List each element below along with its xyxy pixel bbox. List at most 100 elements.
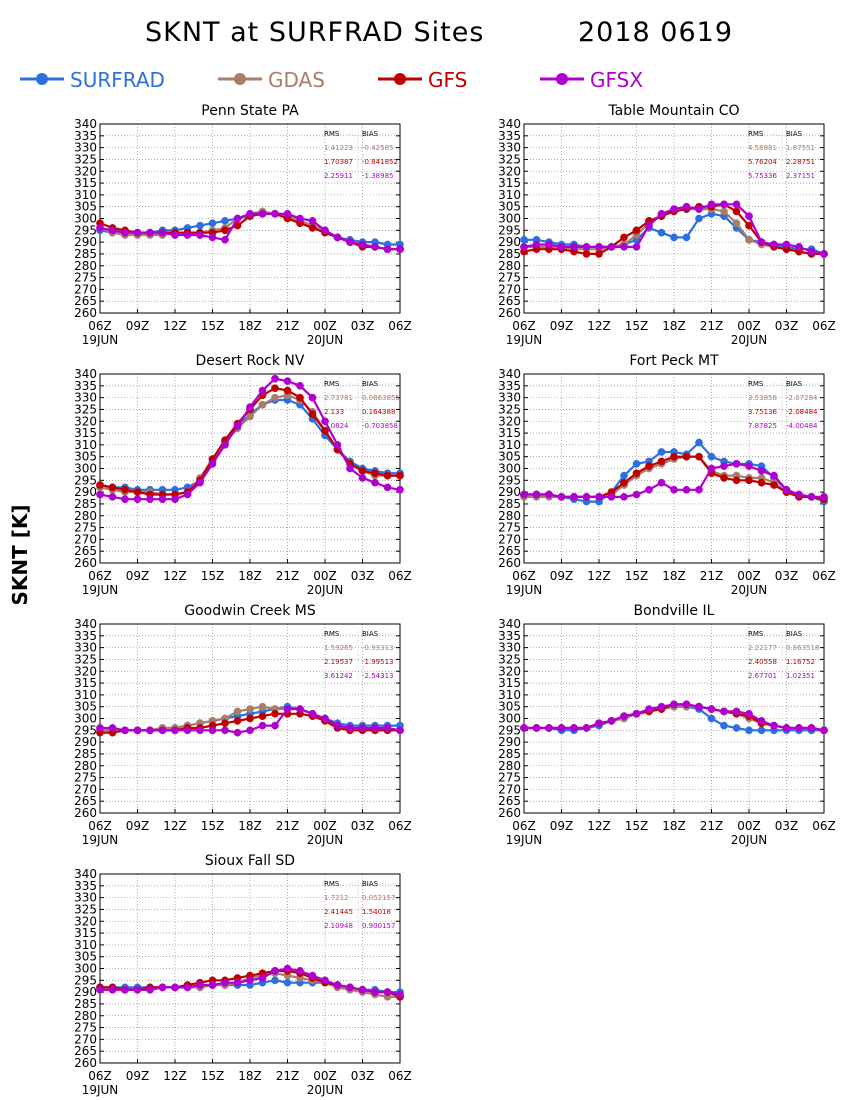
- stats-header-rms: RMS: [324, 380, 340, 388]
- data-point-gfsx: [296, 381, 304, 390]
- stats-bias-gfs: -1.99513: [362, 658, 393, 666]
- stats-bias-gfsx: -4.00484: [786, 422, 818, 430]
- date-label: 20JUN: [731, 833, 768, 847]
- stats-header-rms: RMS: [748, 130, 764, 138]
- x-tick-label: 03Z: [775, 569, 799, 583]
- stats-rms-gfsx: 5.75336: [748, 172, 777, 180]
- data-point-gfsx: [333, 981, 342, 989]
- data-point-gfsx: [171, 726, 179, 735]
- data-point-gfsx: [657, 478, 666, 487]
- y-tick-label: 285: [74, 247, 97, 261]
- y-tick-label: 265: [498, 794, 521, 808]
- x-tick-label: 06Z: [88, 819, 112, 833]
- data-point-gfsx: [707, 200, 716, 209]
- data-point-gfsx: [582, 243, 591, 251]
- legend-label-gdas: GDAS: [268, 68, 325, 92]
- y-tick-label: 300: [74, 712, 97, 726]
- x-tick-label: 12Z: [587, 569, 611, 583]
- y-axis-label: SKNT [K]: [8, 504, 32, 605]
- x-tick-label: 15Z: [201, 569, 225, 583]
- data-point-gfsx: [246, 726, 254, 735]
- series-gfsx: [96, 374, 404, 504]
- data-point-gfsx: [283, 377, 292, 385]
- y-tick-label: 295: [74, 223, 97, 237]
- data-point-gfsx: [321, 976, 329, 985]
- y-tick-label: 310: [74, 438, 97, 452]
- y-tick-label: 295: [498, 473, 521, 487]
- data-point-surfrad: [657, 448, 666, 456]
- x-tick-label: 15Z: [625, 569, 649, 583]
- data-point-gfsx: [208, 981, 217, 989]
- stats-rms-gfs: 2.19537: [324, 658, 353, 666]
- x-tick-label: 15Z: [201, 1069, 225, 1083]
- x-tick-label: 12Z: [163, 569, 187, 583]
- data-point-gfsx: [258, 386, 267, 395]
- x-tick-label: 21Z: [700, 569, 724, 583]
- data-point-gfsx: [146, 726, 154, 735]
- y-tick-label: 325: [498, 152, 521, 166]
- grid: [523, 623, 825, 814]
- y-tick-label: 275: [74, 1021, 97, 1035]
- data-point-gfs: [757, 478, 766, 487]
- y-tick-label: 285: [74, 997, 97, 1011]
- data-point-gfs: [657, 457, 666, 466]
- data-point-gfsx: [133, 985, 142, 994]
- data-point-gfsx: [171, 231, 179, 239]
- y-tick-label: 300: [74, 212, 97, 226]
- data-point-gfsx: [707, 705, 716, 713]
- y-tick-label: 290: [74, 985, 97, 999]
- y-tick-label: 335: [498, 129, 521, 143]
- y-tick-label: 310: [74, 188, 97, 202]
- legend-item-gfsx: GFSX: [540, 68, 643, 92]
- stats-bias-gdas: -0.42585: [362, 144, 393, 152]
- legend-item-surfrad: SURFRAD: [20, 68, 165, 92]
- legend-label-surfrad: SURFRAD: [70, 68, 165, 92]
- stats-bias-gfs: -2.08484: [786, 408, 818, 416]
- data-point-gfsx: [807, 247, 816, 256]
- data-point-gfs: [620, 478, 628, 487]
- data-point-gfsx: [146, 495, 154, 504]
- data-point-gfsx: [545, 490, 553, 499]
- y-tick-label: 300: [498, 212, 521, 226]
- y-tick-label: 310: [498, 188, 521, 202]
- y-tick-label: 305: [74, 950, 97, 964]
- x-tick-label: 18Z: [238, 1069, 262, 1083]
- date-label: 19JUN: [82, 583, 119, 597]
- y-tick-label: 325: [74, 152, 97, 166]
- x-tick-label: 06Z: [388, 1069, 412, 1083]
- stats-bias-gfsx: 0.900157: [362, 922, 395, 930]
- data-point-gfsx: [258, 209, 267, 218]
- y-tick-label: 270: [498, 532, 521, 546]
- data-point-gfsx: [96, 224, 104, 232]
- y-tick-label: 340: [498, 367, 521, 381]
- legend-marker-gfsx: [556, 73, 568, 85]
- data-point-gfsx: [296, 214, 304, 223]
- data-point-gfs: [595, 250, 603, 258]
- data-point-surfrad: [720, 721, 728, 730]
- stats-table: RMS BIAS 1.41223 -0.42585 1.70387 -0.841852 2.…: [324, 130, 398, 180]
- y-tick-label: 325: [498, 402, 521, 416]
- y-tick-label: 330: [74, 641, 97, 655]
- data-point-gfsx: [96, 490, 104, 499]
- panel-bondville-il: Bondville IL2602652702752802852902953003…: [498, 603, 836, 847]
- data-point-gdas: [246, 705, 254, 713]
- data-point-gfsx: [720, 200, 728, 209]
- stats-rms-gfs: 2.41445: [324, 908, 353, 916]
- data-point-gfsx: [283, 964, 292, 973]
- series-gfsx: [520, 459, 828, 501]
- data-point-gfsx: [732, 459, 741, 468]
- data-point-gfsx: [196, 981, 204, 989]
- data-point-gfsx: [296, 705, 304, 713]
- data-point-gfs: [221, 719, 229, 728]
- x-tick-label: 12Z: [163, 1069, 187, 1083]
- stats-header-bias: BIAS: [362, 880, 379, 888]
- y-tick-label: 325: [498, 652, 521, 666]
- series-gfsx: [96, 209, 404, 254]
- data-point-gfsx: [570, 493, 578, 501]
- stats-bias-gfsx: 1.02351: [786, 672, 815, 680]
- data-point-gfs: [770, 481, 778, 489]
- panel-title: Penn State PA: [201, 103, 299, 119]
- x-tick-label: 09Z: [126, 819, 150, 833]
- data-point-gfsx: [532, 724, 541, 732]
- data-point-gfsx: [346, 724, 354, 732]
